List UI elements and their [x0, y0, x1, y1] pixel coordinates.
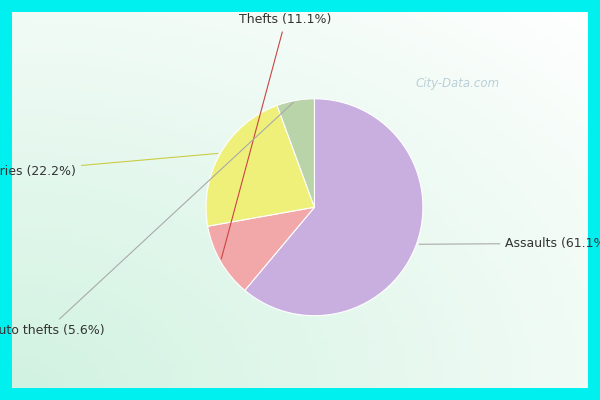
- Wedge shape: [245, 99, 423, 316]
- Text: Burglaries (22.2%): Burglaries (22.2%): [0, 154, 218, 178]
- Text: Thefts (11.1%): Thefts (11.1%): [221, 14, 332, 259]
- Text: City-Data.com: City-Data.com: [415, 77, 500, 90]
- Text: Assaults (61.1%): Assaults (61.1%): [419, 237, 600, 250]
- Wedge shape: [206, 106, 314, 226]
- Wedge shape: [208, 207, 314, 290]
- Wedge shape: [277, 99, 314, 207]
- Text: Auto thefts (5.6%): Auto thefts (5.6%): [0, 102, 293, 337]
